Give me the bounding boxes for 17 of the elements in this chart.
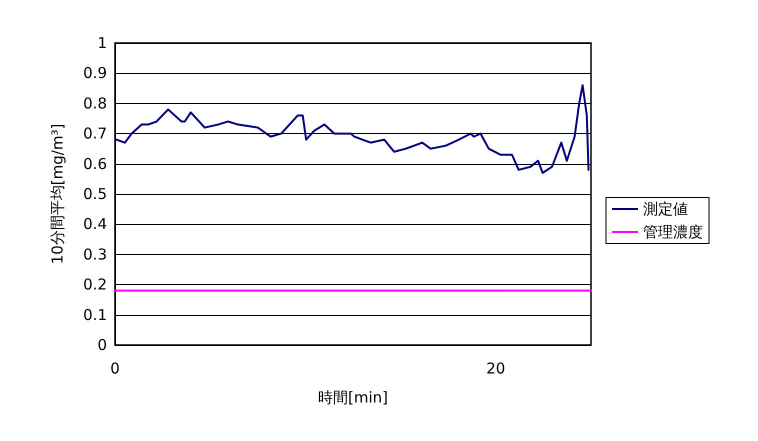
x-axis-title: 時間[min] — [318, 388, 388, 406]
y-tick-label: 0.3 — [83, 245, 107, 264]
y-tick-label: 0.9 — [83, 64, 107, 82]
y-axis-title: 10分間平均[mg/m³] — [48, 124, 66, 264]
y-tick-label: 0.8 — [83, 94, 107, 112]
y-tick-label: 0.5 — [83, 185, 107, 203]
line-series — [116, 84, 590, 174]
y-tick-label: 0.4 — [83, 215, 107, 234]
y-tick-label: 0 — [97, 336, 107, 354]
x-tick-label: 20 — [486, 360, 506, 378]
y-tick-label: 0.6 — [83, 154, 107, 173]
legend-label: 測定値 — [643, 200, 688, 218]
y-tick-label: 0.1 — [83, 306, 107, 324]
y-tick-label: 1 — [97, 34, 107, 52]
y-tick-label: 0.7 — [83, 124, 107, 143]
y-tick-label: 0.2 — [83, 276, 107, 294]
legend-label: 管理濃度 — [643, 223, 703, 241]
